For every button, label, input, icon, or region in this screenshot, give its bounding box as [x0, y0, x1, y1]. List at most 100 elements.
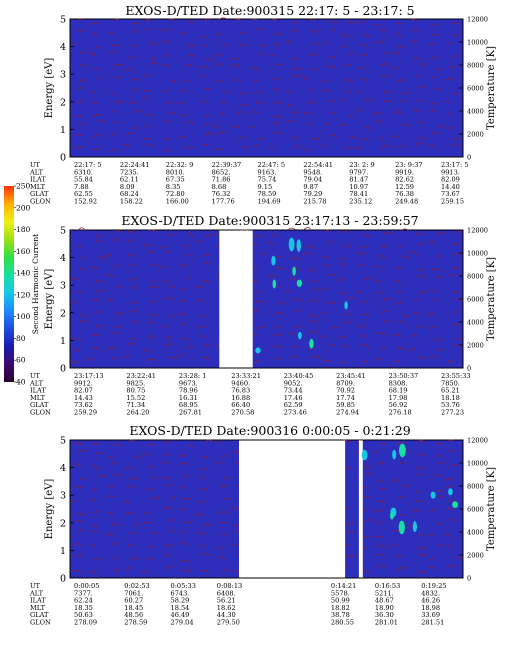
table-cell: 62.59	[284, 401, 303, 409]
contour-line	[398, 496, 404, 500]
contour-line	[383, 298, 393, 301]
table-cell: 9.87	[303, 183, 318, 191]
table-cell: 46.26	[421, 597, 440, 605]
contour-line	[127, 239, 135, 243]
contour-line	[88, 544, 97, 548]
contour-line	[329, 20, 338, 24]
contour-line	[397, 347, 406, 351]
contour-line	[70, 278, 78, 281]
contour-line	[410, 334, 419, 338]
contour-line	[302, 112, 312, 115]
contour-line	[271, 234, 278, 237]
contour-line	[132, 22, 141, 26]
contour-line	[448, 66, 458, 69]
panel-3-y-axis-label: Energy [eV]	[44, 479, 55, 540]
contour-line	[106, 298, 113, 302]
contour-line	[252, 309, 262, 313]
table-cell: 62.24	[74, 597, 93, 605]
contour-line	[221, 533, 228, 536]
contour-line	[347, 531, 356, 535]
intensity-blob	[309, 338, 314, 349]
contour-line	[411, 28, 421, 32]
contour-line	[417, 121, 424, 125]
contour-line	[339, 262, 346, 266]
contour-line	[418, 453, 427, 457]
table-cell: 66.40	[231, 401, 250, 409]
panel-3-ticks: 0 1 2 3 4 5 0 2000 4000 6000 8000 10000 12000	[60, 436, 488, 585]
contour-line	[450, 464, 458, 467]
contour-line	[344, 90, 352, 93]
contour-line	[199, 334, 206, 338]
colorbar: 40 60 80 100 120 140 160 180 200 250 Second Harmo…	[4, 182, 40, 387]
contour-line	[89, 499, 97, 503]
contour-line	[345, 146, 355, 149]
contour-line	[202, 523, 212, 527]
table-row-name: ALT	[29, 589, 44, 597]
table-cell: 82.62	[395, 176, 414, 184]
table-cell: 9797.	[349, 168, 368, 176]
contour-line	[178, 136, 186, 139]
contour-line	[161, 477, 169, 480]
contour-line	[321, 144, 328, 148]
y2-tick-label: 10000	[467, 250, 488, 258]
contour-line	[148, 465, 154, 468]
contour-line	[131, 30, 139, 34]
contour-line	[413, 311, 420, 315]
contour-line	[232, 57, 241, 60]
contour-line	[395, 301, 405, 305]
contour-line	[429, 509, 437, 513]
contour-line	[417, 137, 428, 140]
contour-line	[195, 299, 204, 303]
table-cell: 38.78	[331, 611, 350, 619]
contour-line	[302, 252, 312, 255]
table-cell: 9163.	[258, 168, 277, 176]
contour-line	[306, 245, 316, 249]
contour-line	[76, 513, 86, 516]
contour-line	[362, 234, 371, 237]
table-cell: 8.68	[212, 183, 227, 191]
panel-2-y-axis-label: Energy [eV]	[44, 269, 55, 330]
contour-line	[109, 133, 118, 136]
contour-line	[113, 265, 121, 268]
table-cell: 152.92	[74, 198, 97, 206]
contour-line	[182, 244, 190, 247]
table-cell: 9460.	[231, 379, 250, 387]
contour-line	[131, 320, 139, 324]
table-cell: 50.99	[331, 597, 350, 605]
contour-line	[178, 354, 185, 358]
contour-line	[130, 337, 137, 341]
table-row-name: MLT	[30, 183, 46, 191]
contour-line	[361, 360, 368, 364]
contour-line	[373, 451, 381, 454]
contour-line	[90, 488, 99, 491]
contour-line	[394, 554, 402, 559]
contour-line	[163, 149, 171, 153]
contour-line	[77, 245, 83, 248]
contour-line	[168, 357, 177, 360]
panel-1-title: EXOS-D/TED Date:900315 22:17: 5 - 23:17:…	[125, 3, 414, 18]
contour-line	[78, 123, 86, 126]
table-cell: 55.84	[74, 176, 93, 184]
table-cell: 82.09	[441, 176, 460, 184]
contour-line	[222, 91, 230, 94]
table-cell: 278.59	[124, 619, 147, 627]
contour-line	[377, 462, 385, 466]
table-cell: 9.15	[258, 183, 273, 191]
contour-line	[240, 145, 248, 149]
contour-line	[310, 137, 320, 141]
contour-line	[125, 567, 132, 570]
table-cell: 62.11	[120, 176, 139, 184]
table-cell: 8308.	[389, 379, 408, 387]
contour-line	[361, 334, 367, 338]
contour-line	[97, 119, 104, 123]
contour-line	[253, 79, 261, 82]
contour-line	[91, 524, 98, 528]
contour-line	[95, 234, 102, 237]
contour-line	[94, 452, 104, 455]
contour-line	[123, 355, 130, 359]
contour-line	[326, 240, 333, 244]
contour-line	[328, 56, 337, 60]
contour-line	[430, 33, 439, 37]
contour-line	[445, 533, 454, 538]
contour-line	[357, 252, 366, 255]
